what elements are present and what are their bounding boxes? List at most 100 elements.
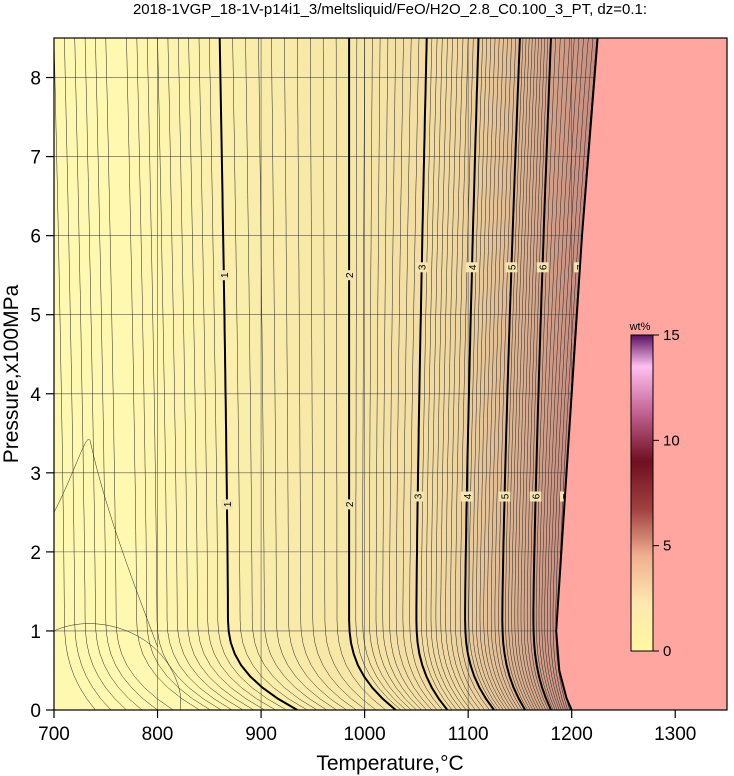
contour-label-bg	[529, 491, 542, 502]
minor-contour	[389, 38, 427, 710]
contour-label: 3	[414, 493, 425, 499]
saturation-boundary-line	[555, 38, 599, 710]
minor-contour	[310, 38, 367, 710]
colorbar-gradient	[630, 334, 654, 652]
minor-contour	[490, 38, 517, 710]
minor-contour	[95, 38, 158, 710]
major-contour-2	[348, 38, 397, 710]
contour-label-group: 6	[529, 491, 543, 502]
minor-contour	[508, 38, 531, 710]
contour-label-group: 2	[343, 270, 356, 281]
y-tick-label: 8	[30, 69, 41, 90]
minor-contour	[468, 38, 498, 710]
contour-label-bg	[221, 499, 233, 510]
minor-contour	[395, 38, 433, 710]
minor-contour	[549, 38, 580, 710]
minor-contour	[54, 623, 181, 710]
contour-label: 1	[220, 272, 231, 278]
colorbar-tick-label: 15	[663, 327, 680, 344]
contour-label: 2	[345, 272, 356, 278]
y-tick-label: 7	[30, 148, 41, 169]
minor-contour	[435, 38, 467, 710]
minor-contour	[167, 38, 244, 710]
minor-contour	[232, 38, 308, 710]
minor-contour	[369, 38, 412, 710]
minor-contour	[382, 38, 422, 710]
x-tick-label: 1100	[448, 724, 489, 745]
minor-contour	[487, 38, 513, 710]
contour-label-bg	[217, 270, 230, 281]
contour-label: 5	[507, 264, 518, 270]
minor-contour	[505, 38, 528, 710]
x-tick-label: 1000	[343, 724, 385, 745]
colorbar-title: wt%	[629, 321, 651, 333]
minor-contour	[517, 38, 539, 710]
contour-label-bg	[343, 270, 356, 281]
minor-contour	[526, 38, 547, 710]
contour-label-bg	[536, 262, 549, 273]
minor-contour	[297, 38, 357, 710]
contour-label: 3	[418, 264, 429, 270]
minor-contour	[74, 38, 127, 710]
major-contours: 11223344556677	[217, 38, 599, 710]
minor-contour	[375, 38, 417, 710]
contour-label: 6	[539, 264, 550, 270]
major-contour-6	[532, 38, 552, 710]
minor-contour	[54, 439, 158, 647]
y-tick-label: 5	[30, 306, 41, 327]
contour-label-group: 5	[505, 262, 518, 273]
contour-label-group: 1	[217, 270, 231, 281]
contour-label-group: 2	[343, 499, 356, 510]
minor-contour	[483, 38, 510, 710]
minor-contour	[472, 38, 501, 710]
x-tick-label: 700	[38, 724, 70, 745]
minor-contour	[355, 38, 402, 710]
contour-label-bg	[498, 491, 511, 502]
x-tick-label: 900	[245, 724, 277, 745]
minor-contour	[157, 38, 233, 710]
minor-contour	[430, 38, 462, 710]
x-tick-label: 1200	[551, 724, 593, 745]
contour-label-bg	[411, 491, 424, 502]
contour-label-bg	[505, 262, 518, 273]
minor-contour	[188, 38, 265, 710]
minor-contour	[455, 38, 485, 710]
y-axis-title: Pressure,x100MPa	[0, 284, 23, 463]
contour-label-bg	[415, 262, 428, 273]
colorbar-tick-label: 10	[663, 432, 680, 449]
minor-contour	[541, 38, 566, 710]
minor-contour	[335, 38, 386, 710]
minor-contour	[479, 38, 507, 710]
minor-contour	[445, 38, 476, 710]
contour-label-group: 5	[498, 491, 512, 502]
minor-contour	[64, 38, 112, 710]
y-tick-label: 0	[30, 701, 41, 722]
minor-contour	[245, 38, 318, 710]
contour-label-group: 3	[415, 262, 429, 273]
chart-title: 2018-1VGP_18-1V-p14i1_3/meltsliquid/FeO/…	[133, 1, 647, 18]
minor-contour	[425, 38, 457, 710]
y-axis: 0 1 2 3 4 5 6 7 8	[30, 69, 54, 722]
major-contour-3	[415, 38, 449, 710]
contour-label: 5	[501, 493, 512, 499]
minor-contour	[555, 38, 589, 710]
minor-contour	[538, 38, 561, 710]
minor-contour	[126, 38, 200, 710]
major-contour-1	[218, 38, 298, 710]
x-tick-label: 800	[142, 724, 174, 745]
contour-label-bg	[343, 499, 356, 510]
contour-label-group: 1	[221, 499, 234, 510]
y-tick-label: 3	[30, 464, 41, 485]
minor-contour	[450, 38, 481, 710]
minor-contour	[498, 38, 523, 710]
colorbar-ticks: 0 5 10 15	[653, 327, 680, 660]
major-contour-4	[464, 38, 495, 710]
contour-label-bg	[460, 491, 473, 502]
minor-contour	[284, 38, 347, 710]
y-tick-label: 1	[30, 622, 41, 643]
x-axis: 700 800 900 1000 1100 1200 1300	[38, 710, 696, 745]
minor-contour	[511, 38, 534, 710]
plot-area: 11223344556677	[54, 38, 727, 710]
contour-label: 4	[463, 493, 474, 499]
